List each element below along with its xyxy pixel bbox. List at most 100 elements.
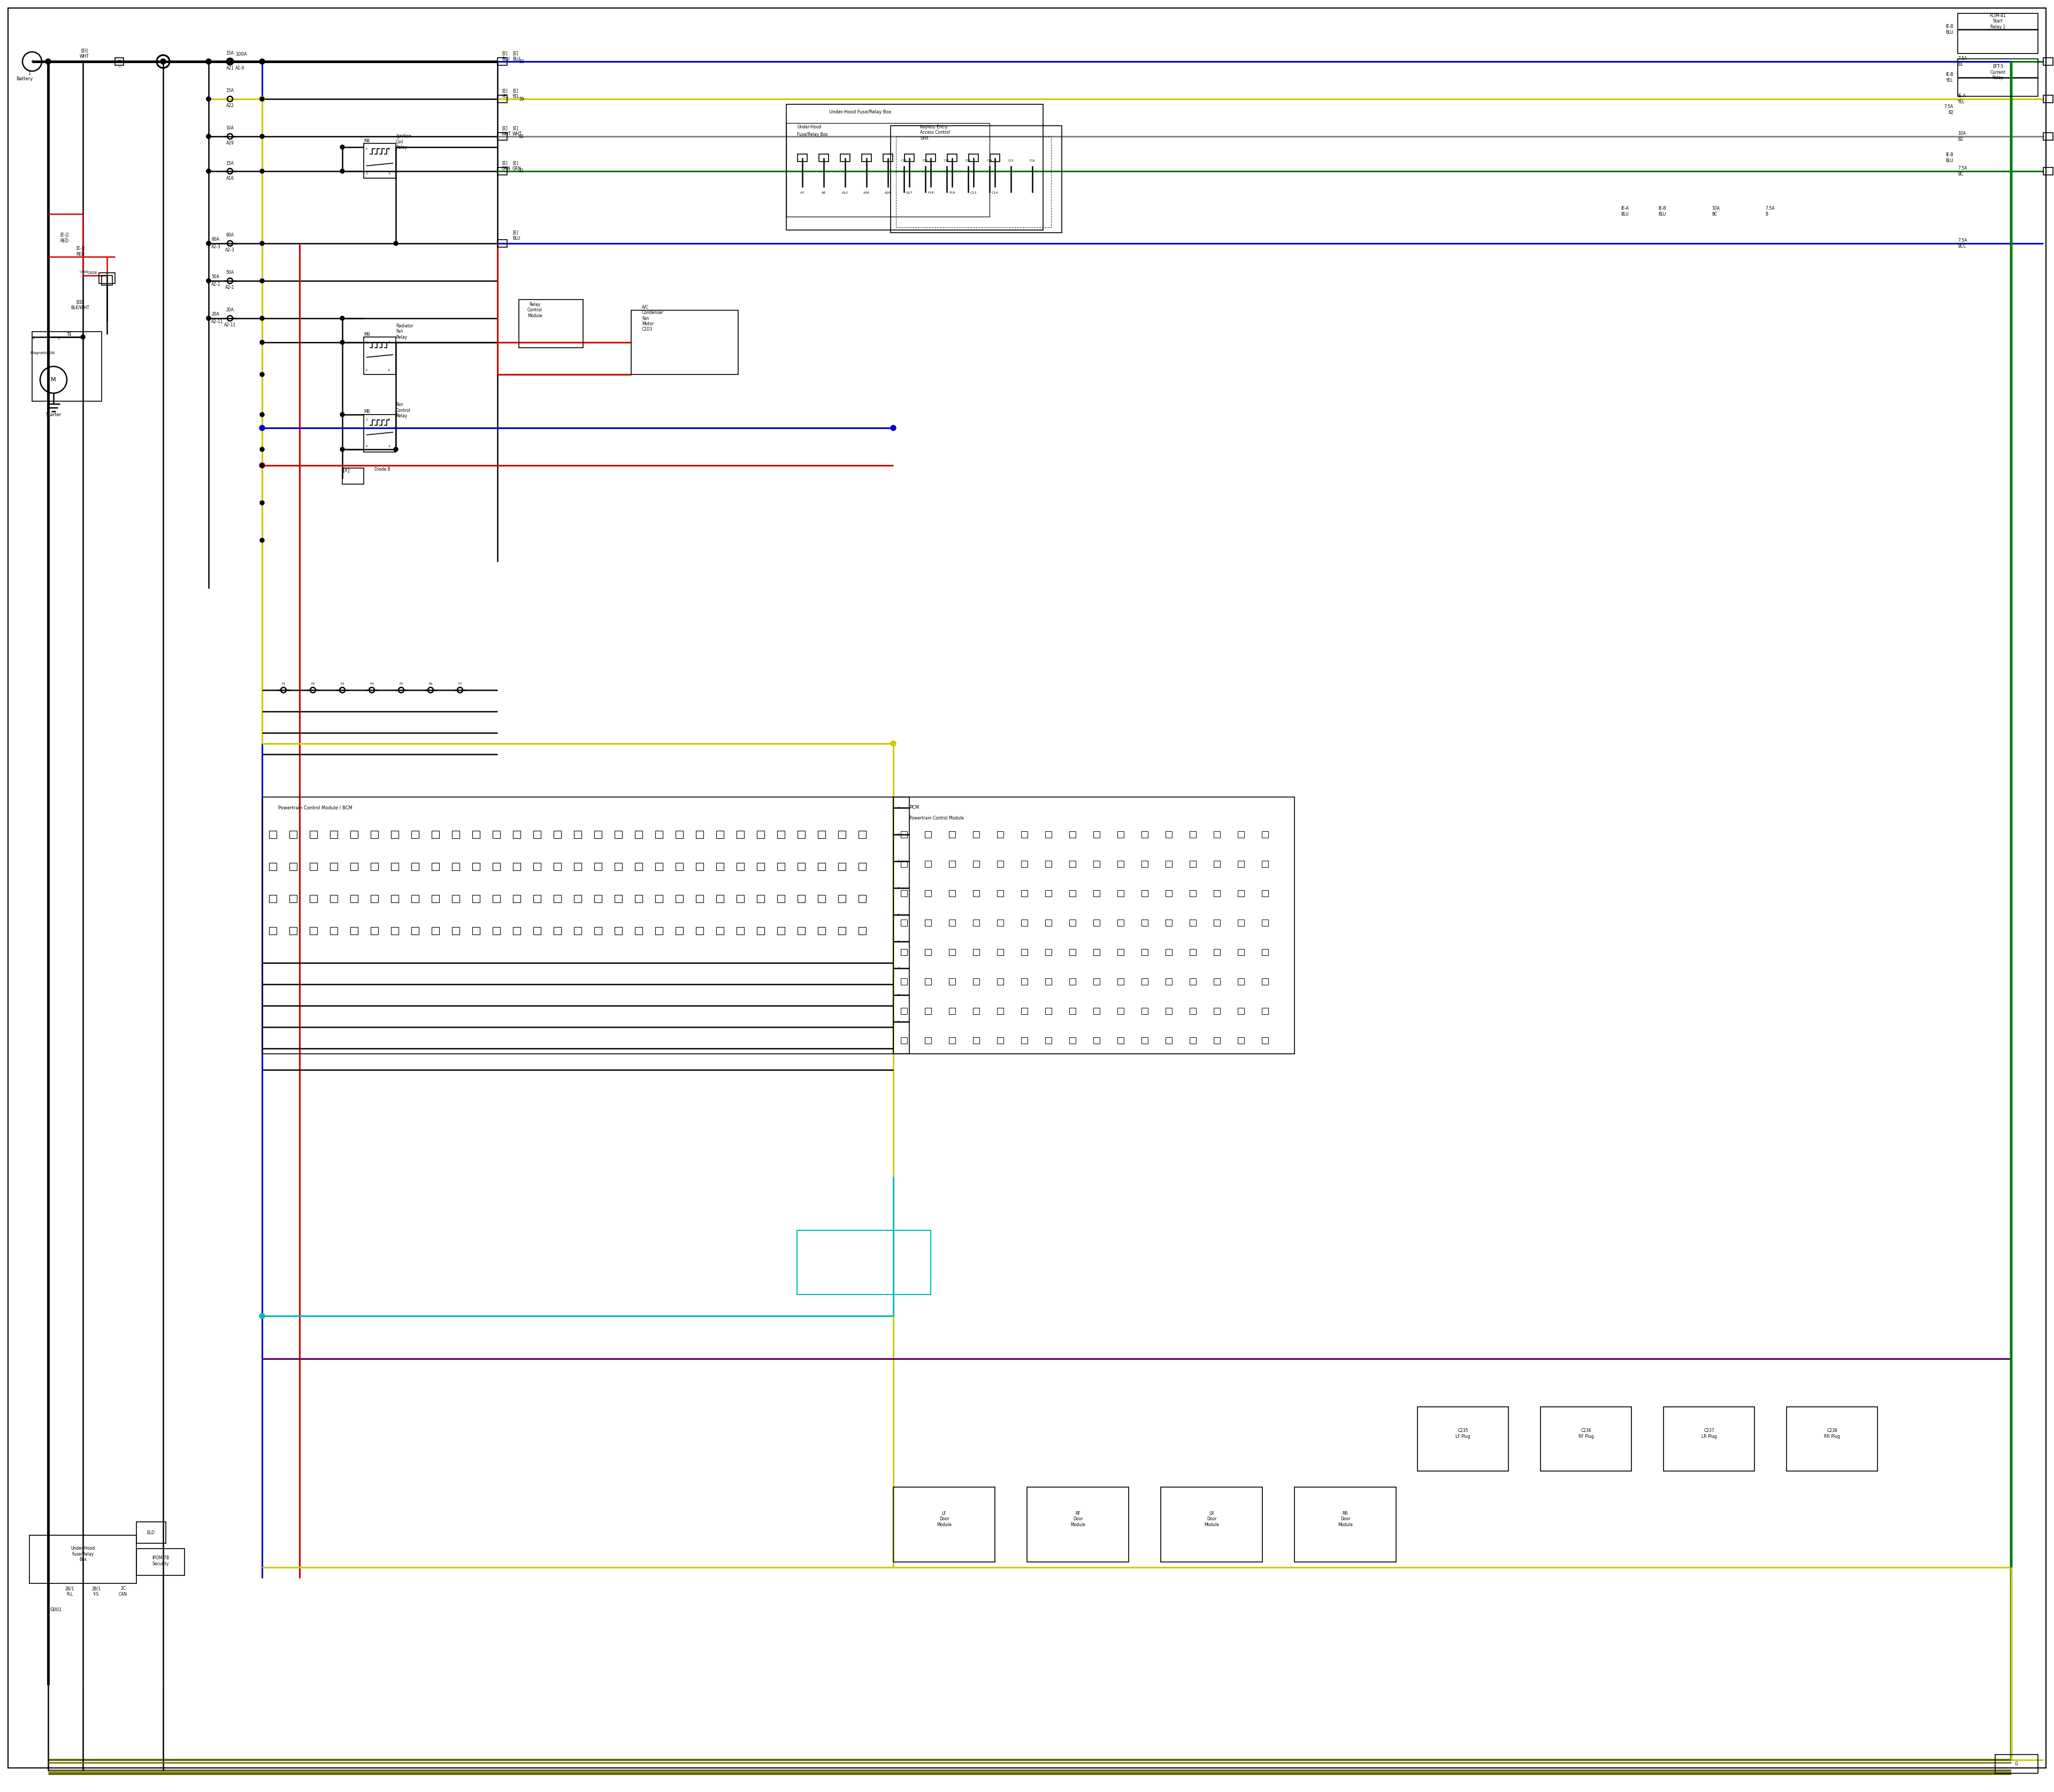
- Bar: [1117, 978, 1124, 986]
- Bar: [974, 978, 980, 986]
- Bar: [947, 154, 957, 161]
- Bar: [1045, 1007, 1052, 1014]
- Bar: [493, 926, 499, 934]
- Circle shape: [261, 448, 265, 452]
- Bar: [1787, 1407, 1877, 1471]
- Bar: [1117, 1038, 1124, 1043]
- Bar: [1239, 1038, 1245, 1043]
- Text: [x]: [x]: [343, 468, 349, 473]
- Text: [E-J]
RED: [E-J] RED: [76, 246, 84, 256]
- Circle shape: [261, 134, 265, 138]
- Bar: [534, 831, 540, 839]
- Circle shape: [261, 315, 265, 321]
- Bar: [136, 1521, 166, 1543]
- Text: 3: 3: [366, 147, 368, 151]
- Bar: [859, 831, 867, 839]
- Text: G: G: [2015, 1762, 2019, 1767]
- Text: 1: 1: [366, 340, 368, 344]
- Bar: [290, 894, 298, 903]
- Bar: [269, 894, 277, 903]
- Bar: [431, 894, 440, 903]
- Text: [E]
WHT: [E] WHT: [511, 125, 522, 136]
- Bar: [776, 862, 785, 871]
- Bar: [817, 831, 826, 839]
- Bar: [1214, 831, 1220, 837]
- Bar: [902, 860, 908, 867]
- Text: 42: 42: [520, 168, 524, 174]
- Circle shape: [394, 242, 398, 246]
- Bar: [343, 468, 364, 484]
- Bar: [452, 862, 460, 871]
- Bar: [776, 926, 785, 934]
- Bar: [969, 154, 978, 161]
- Bar: [497, 167, 507, 176]
- Text: 4: 4: [388, 369, 390, 373]
- Bar: [1239, 891, 1245, 896]
- Text: Starter: Starter: [45, 412, 62, 418]
- Bar: [269, 831, 277, 839]
- Text: Powertrain Control Module: Powertrain Control Module: [910, 815, 963, 821]
- Bar: [797, 894, 805, 903]
- Bar: [655, 926, 663, 934]
- Text: Fan
Control
Relay: Fan Control Relay: [396, 403, 411, 418]
- Bar: [1021, 1038, 1027, 1043]
- Bar: [717, 831, 723, 839]
- Circle shape: [207, 242, 212, 246]
- Text: C16: C16: [1029, 159, 1035, 161]
- Bar: [924, 978, 930, 986]
- Bar: [1093, 978, 1099, 986]
- Text: 2: 2: [388, 446, 390, 448]
- Bar: [924, 1038, 930, 1043]
- Bar: [1021, 860, 1027, 867]
- Bar: [411, 831, 419, 839]
- Text: A2-1: A2-1: [226, 285, 234, 290]
- Text: 2: 2: [388, 172, 390, 176]
- Bar: [497, 95, 507, 102]
- Text: [E]
YEL: [E] YEL: [511, 88, 520, 99]
- Circle shape: [207, 168, 212, 174]
- Bar: [776, 894, 785, 903]
- Bar: [1165, 1007, 1173, 1014]
- Text: 15A: 15A: [226, 52, 234, 56]
- Bar: [290, 862, 298, 871]
- Text: C238
RR Plug: C238 RR Plug: [1824, 1428, 1840, 1439]
- Text: C13: C13: [969, 192, 978, 194]
- Bar: [1189, 860, 1195, 867]
- Circle shape: [259, 462, 265, 468]
- Bar: [737, 926, 744, 934]
- Text: Under-Hood: Under-Hood: [797, 125, 822, 129]
- Text: F2: F2: [310, 683, 314, 685]
- Circle shape: [341, 145, 345, 149]
- Text: A16: A16: [226, 176, 234, 181]
- Bar: [351, 831, 357, 839]
- Text: 60: 60: [520, 134, 524, 138]
- Bar: [1189, 919, 1195, 926]
- Bar: [1189, 891, 1195, 896]
- Bar: [514, 894, 520, 903]
- Bar: [310, 862, 316, 871]
- Text: [E]
BLU: [E] BLU: [501, 50, 509, 61]
- Bar: [1261, 860, 1267, 867]
- Text: 4: 4: [388, 147, 390, 151]
- Bar: [696, 831, 702, 839]
- Text: A2-11: A2-11: [212, 319, 224, 324]
- Bar: [1021, 891, 1027, 896]
- Bar: [817, 862, 826, 871]
- Bar: [996, 1007, 1004, 1014]
- Bar: [996, 919, 1004, 926]
- Text: 60A: 60A: [226, 233, 234, 238]
- Circle shape: [259, 97, 265, 102]
- Bar: [655, 894, 663, 903]
- Text: 10A: 10A: [226, 125, 234, 131]
- Bar: [1093, 860, 1099, 867]
- Circle shape: [259, 1314, 265, 1319]
- Bar: [520, 299, 583, 348]
- Text: M: M: [51, 376, 55, 382]
- Text: F7: F7: [458, 683, 462, 685]
- Bar: [974, 831, 980, 837]
- Text: RR
Door
Module: RR Door Module: [1337, 1511, 1354, 1527]
- Text: C14: C14: [986, 159, 992, 161]
- Bar: [1189, 978, 1195, 986]
- Bar: [1214, 919, 1220, 926]
- Circle shape: [261, 373, 265, 376]
